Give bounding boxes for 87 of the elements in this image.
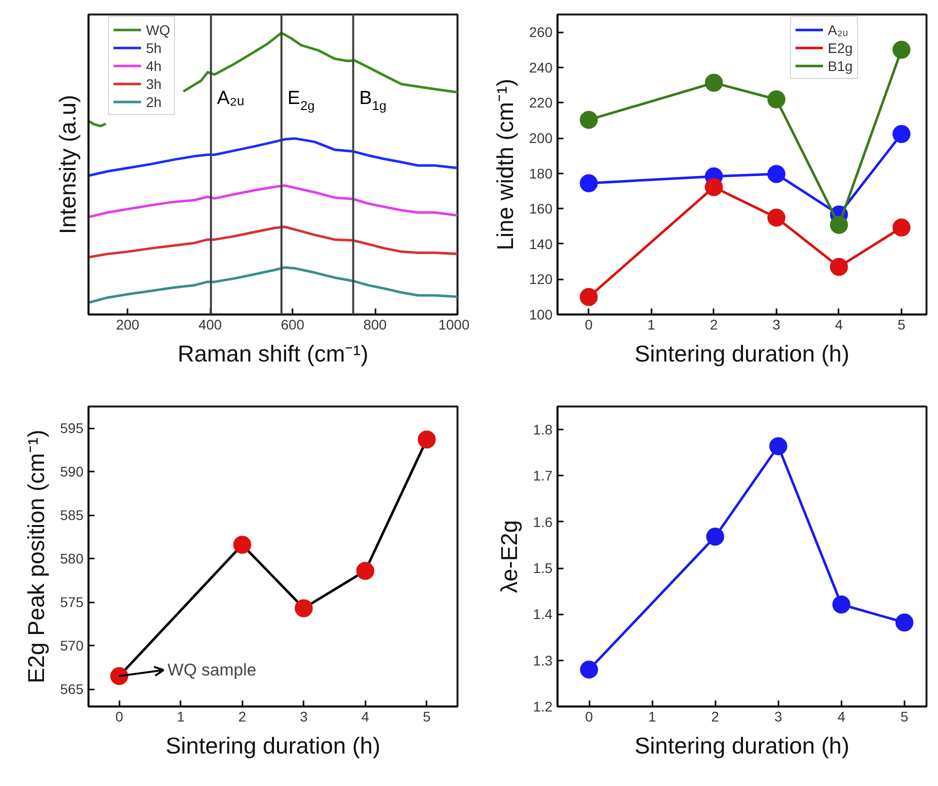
x-tick-label: 5 xyxy=(898,316,906,332)
point xyxy=(294,599,313,618)
y-tick-label: 580 xyxy=(60,550,84,567)
y-axis-title: E2g Peak position (cm⁻¹) xyxy=(23,430,50,684)
point xyxy=(580,174,598,192)
y-axis-title: Intensity (a.u) xyxy=(54,94,80,234)
y-tick-label: 220 xyxy=(529,94,553,111)
y-tick-label: 260 xyxy=(529,24,553,40)
point xyxy=(830,258,848,276)
y-tick-label: 590 xyxy=(60,464,84,480)
y-tick-label: 180 xyxy=(529,165,553,182)
y-tick-label: 200 xyxy=(529,130,553,146)
x-tick-label: 1000 xyxy=(438,316,470,332)
x-tick-label: 2 xyxy=(710,316,718,332)
y-tick-label: 1.7 xyxy=(533,468,553,484)
x-tick-label: 3 xyxy=(774,708,782,724)
y-tick-label: 1.5 xyxy=(533,560,553,576)
x-axis-title: Raman shift (cm⁻¹) xyxy=(178,340,368,366)
point xyxy=(767,90,786,108)
x-tick-label: 1 xyxy=(648,708,656,724)
point xyxy=(233,536,252,554)
y-tick-label: 1.4 xyxy=(533,606,553,622)
annotation: WQ sample xyxy=(168,660,256,680)
y-tick-label: 570 xyxy=(60,638,84,654)
point xyxy=(832,596,850,614)
y-tick-label: 575 xyxy=(60,594,84,610)
point xyxy=(704,74,723,92)
legend-label: 4h xyxy=(146,57,163,74)
x-axis-title: Sintering duration (h) xyxy=(634,732,850,758)
legend-label: 5h xyxy=(146,39,163,56)
x-tick-label: 0 xyxy=(585,708,594,724)
y-tick-label: 1.2 xyxy=(533,698,553,714)
point xyxy=(892,218,910,236)
y-tick-label: 240 xyxy=(529,59,553,76)
x-tick-label: 1 xyxy=(176,708,185,724)
legend-label: 2h xyxy=(146,93,163,110)
x-tick-label: 600 xyxy=(280,316,304,332)
point xyxy=(580,110,598,129)
point xyxy=(767,165,786,184)
y-tick-label: 120 xyxy=(529,271,553,288)
legend-label: E2g xyxy=(828,39,853,56)
point xyxy=(892,124,910,143)
y-tick-label: 595 xyxy=(60,420,84,436)
y-tick-label: 1.3 xyxy=(533,652,553,668)
x-tick-label: 1 xyxy=(647,316,656,332)
point xyxy=(580,288,598,306)
x-tick-label: 2 xyxy=(711,708,720,724)
x-tick-label: 800 xyxy=(363,316,387,332)
y-axis-title: λe-E2g xyxy=(496,520,522,593)
x-tick-label: 5 xyxy=(900,708,909,724)
y-tick-label: 100 xyxy=(529,306,553,322)
point xyxy=(110,667,128,686)
legend-label: A₂ᵤ xyxy=(828,21,848,38)
legend-label: 3h xyxy=(146,75,163,92)
legend-label: WQ xyxy=(146,21,170,38)
point xyxy=(895,614,914,632)
point xyxy=(769,437,788,456)
point xyxy=(892,40,910,59)
x-tick-label: 0 xyxy=(584,316,593,332)
x-axis-title: Sintering duration (h) xyxy=(634,340,850,366)
point xyxy=(830,216,848,234)
x-tick-label: 5 xyxy=(422,708,431,724)
legend-label: B1g xyxy=(828,57,853,74)
x-tick-label: 2 xyxy=(238,708,246,724)
y-tick-label: 585 xyxy=(60,507,84,524)
x-axis-title: Sintering duration (h) xyxy=(166,732,380,758)
x-tick-label: 4 xyxy=(361,708,370,724)
point xyxy=(418,430,436,449)
x-tick-label: 200 xyxy=(116,316,140,332)
point xyxy=(356,562,374,580)
x-tick-label: 4 xyxy=(837,708,846,724)
point xyxy=(704,178,723,196)
x-tick-label: 4 xyxy=(835,316,844,332)
x-tick-label: 3 xyxy=(772,316,781,332)
x-tick-label: 400 xyxy=(198,316,222,332)
x-tick-label: 3 xyxy=(300,708,308,724)
y-tick-label: 565 xyxy=(60,681,84,698)
point xyxy=(580,660,598,679)
y-tick-label: 160 xyxy=(529,200,553,217)
y-tick-label: 1.8 xyxy=(533,422,553,438)
x-tick-label: 0 xyxy=(115,708,124,724)
y-tick-label: 140 xyxy=(529,236,553,252)
ref-line-label: A₂ᵤ xyxy=(216,88,244,109)
y-tick-label: 1.6 xyxy=(533,514,553,530)
point xyxy=(706,528,724,546)
point xyxy=(767,208,786,227)
y-axis-title: Line width (cm⁻¹) xyxy=(492,78,518,250)
